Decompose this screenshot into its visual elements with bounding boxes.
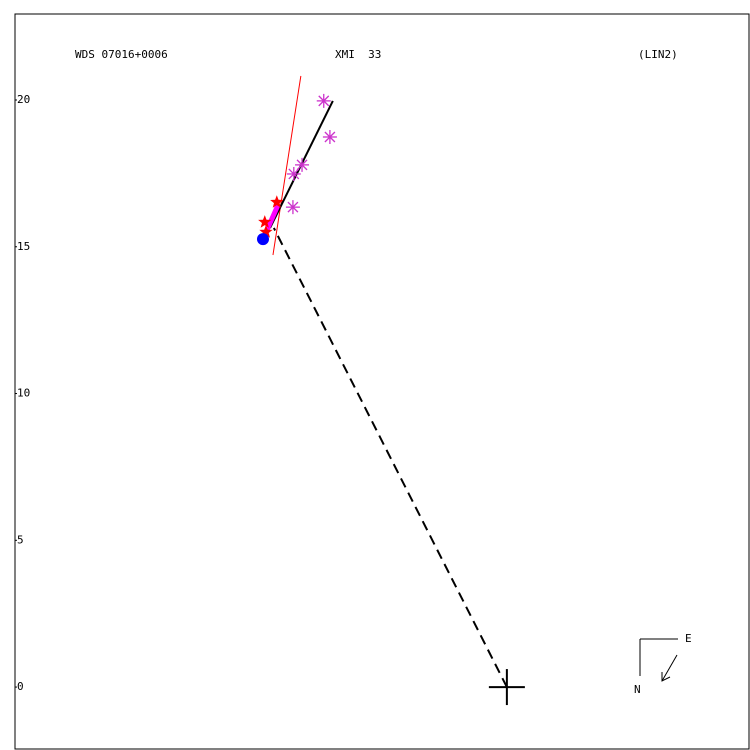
y-tick-label: 15 <box>17 240 30 253</box>
observation-point <box>286 166 301 181</box>
predicted-point <box>256 233 269 246</box>
y-tick-label: 20 <box>17 93 30 106</box>
asterisk-stroke <box>324 131 336 143</box>
observation-point <box>285 200 300 215</box>
plot-frame <box>14 13 750 750</box>
motion-arrow <box>661 654 678 682</box>
y-tick-label: 10 <box>17 387 30 400</box>
measure-point <box>258 215 272 228</box>
annotation: (LIN2) <box>638 48 678 61</box>
observation-point <box>295 157 310 172</box>
motion-arrow-head <box>661 672 671 682</box>
observation-point <box>316 93 331 108</box>
primary-star <box>488 669 525 706</box>
asterisk-stroke <box>318 95 330 107</box>
chart-title: WDS 07016+0006 <box>75 48 168 61</box>
compass-north-label: N <box>634 683 641 696</box>
observation-point <box>322 129 337 144</box>
chart-subtitle: XMI 33 <box>335 48 381 61</box>
fit-line <box>272 75 302 256</box>
compass-east-label: E <box>685 632 692 645</box>
y-tick-label: 5 <box>17 533 24 546</box>
asterisk-stroke <box>287 201 299 213</box>
fit-line <box>272 227 508 688</box>
asterisk-stroke <box>296 159 308 171</box>
measure-point <box>270 195 284 208</box>
y-tick-label: 0 <box>17 680 24 693</box>
measure-point <box>259 225 273 238</box>
asterisk-stroke <box>288 168 300 180</box>
compass <box>639 638 678 682</box>
